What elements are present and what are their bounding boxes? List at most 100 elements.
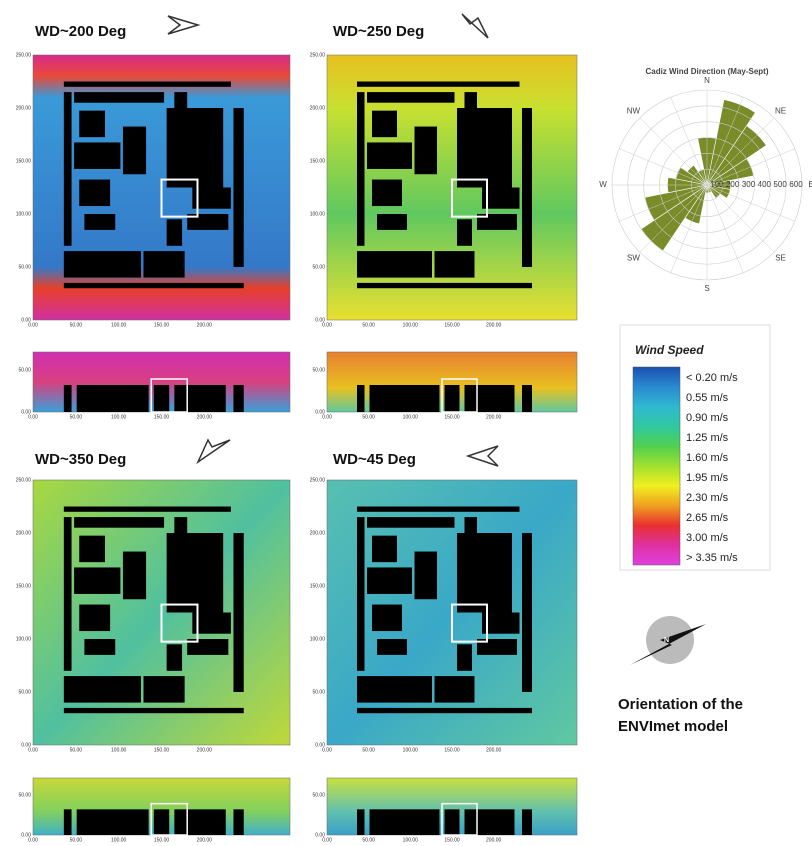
building xyxy=(64,517,72,671)
rose-tick-label: 200 xyxy=(726,180,740,189)
x-tick-label: 150.00 xyxy=(154,414,170,420)
building-section xyxy=(154,385,169,412)
legend-label: 0.55 m/s xyxy=(686,392,729,404)
legend-label: 2.65 m/s xyxy=(686,512,729,524)
wind-arrow xyxy=(168,16,198,34)
building xyxy=(367,142,412,169)
building xyxy=(465,92,478,108)
x-tick-label: 200.00 xyxy=(486,322,502,328)
x-tick-label: 200.00 xyxy=(197,747,213,753)
building xyxy=(372,536,397,563)
rose-tick-label: 300 xyxy=(742,180,756,189)
building xyxy=(357,507,520,512)
building xyxy=(372,111,397,137)
building-section xyxy=(64,385,72,412)
rose-tick-label: 100 xyxy=(710,180,724,189)
rose-spoke xyxy=(707,185,795,221)
rose-tick-label: 500 xyxy=(773,180,787,189)
rose-direction: SW xyxy=(627,254,640,263)
x-tick-label: 200.00 xyxy=(486,414,502,420)
rose-spoke xyxy=(707,185,774,252)
x-tick-label: 0.00 xyxy=(322,837,332,843)
x-tick-label: 100.00 xyxy=(111,414,127,420)
building-section xyxy=(445,809,460,835)
building-section xyxy=(370,385,440,412)
building-section xyxy=(370,809,440,835)
building xyxy=(167,219,182,246)
building xyxy=(79,536,105,563)
building-section xyxy=(154,809,169,835)
figure: Wind Speed N Orientation of the ENVImet … xyxy=(0,0,812,846)
building xyxy=(367,92,455,103)
building xyxy=(233,108,243,267)
wind-arrow xyxy=(468,446,498,466)
building xyxy=(457,108,512,188)
rose-direction: E xyxy=(808,180,812,189)
y-tick-label: 200.00 xyxy=(310,105,326,111)
y-tick-label: 250.00 xyxy=(16,52,32,58)
building xyxy=(457,533,512,613)
y-tick-label: 250.00 xyxy=(310,477,326,483)
legend-label: < 0.20 m/s xyxy=(686,372,738,384)
x-tick-label: 150.00 xyxy=(444,414,460,420)
x-tick-label: 100.00 xyxy=(403,837,419,843)
building xyxy=(357,676,432,703)
building xyxy=(64,92,72,246)
x-tick-label: 100.00 xyxy=(403,322,419,328)
x-tick-label: 150.00 xyxy=(444,747,460,753)
building xyxy=(64,82,231,87)
x-tick-label: 50.00 xyxy=(362,837,375,843)
building xyxy=(79,180,110,207)
y-tick-label: 100.00 xyxy=(310,636,326,642)
x-tick-label: 100.00 xyxy=(403,747,419,753)
caption-line: Orientation of the xyxy=(618,696,743,713)
y-tick-label: 250.00 xyxy=(16,477,32,483)
x-tick-label: 0.00 xyxy=(28,837,38,843)
building xyxy=(74,142,120,169)
y-tick-label: 200.00 xyxy=(16,530,32,536)
x-tick-label: 50.00 xyxy=(70,837,83,843)
building xyxy=(367,517,455,528)
building xyxy=(415,552,438,600)
legend-label: 1.95 m/s xyxy=(686,472,729,484)
building xyxy=(372,180,402,207)
building xyxy=(522,533,532,692)
x-tick-label: 50.00 xyxy=(70,747,83,753)
rose-direction: S xyxy=(704,284,709,293)
building xyxy=(377,214,407,230)
building-section xyxy=(233,809,243,835)
building xyxy=(357,283,532,288)
x-tick-label: 50.00 xyxy=(70,414,83,420)
x-tick-label: 150.00 xyxy=(154,837,170,843)
legend-label: 1.60 m/s xyxy=(686,452,729,464)
building xyxy=(79,605,110,632)
compass-label: N xyxy=(664,637,669,644)
y-tick-label: 250.00 xyxy=(310,52,326,58)
building xyxy=(64,507,231,512)
rose-direction: N xyxy=(704,76,710,85)
y-tick-label: 50.00 xyxy=(312,689,325,695)
rose-direction: SE xyxy=(775,254,786,263)
y-tick-label: 50.00 xyxy=(312,792,325,798)
x-tick-label: 0.00 xyxy=(28,322,38,328)
building-section xyxy=(445,385,460,412)
building-section xyxy=(465,809,515,835)
x-tick-label: 0.00 xyxy=(322,322,332,328)
building-section xyxy=(465,385,515,412)
x-tick-label: 50.00 xyxy=(362,322,375,328)
x-tick-label: 0.00 xyxy=(28,414,38,420)
building xyxy=(123,127,146,175)
wind-arrow xyxy=(462,14,488,38)
building xyxy=(522,108,532,267)
panel-title: WD~200 Deg xyxy=(35,23,126,40)
y-tick-label: 50.00 xyxy=(18,264,31,270)
building xyxy=(74,567,120,594)
caption-line: ENVImet model xyxy=(618,718,728,735)
building xyxy=(64,283,244,288)
rose-tick-label: 400 xyxy=(758,180,772,189)
y-tick-label: 100.00 xyxy=(16,636,32,642)
x-tick-label: 0.00 xyxy=(322,747,332,753)
building xyxy=(64,251,141,278)
building xyxy=(167,533,224,613)
x-tick-label: 100.00 xyxy=(111,747,127,753)
